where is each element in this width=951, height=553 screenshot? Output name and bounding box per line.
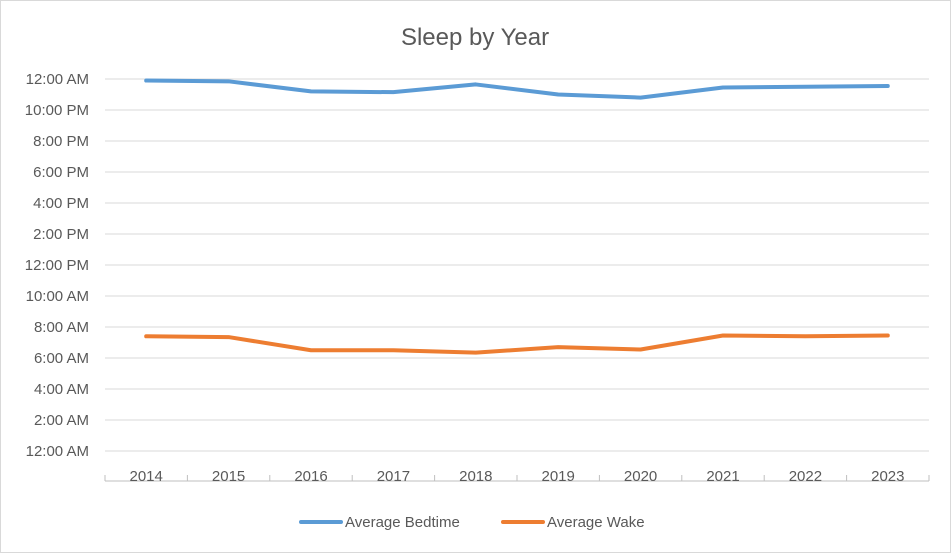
y-tick-label: 12:00 AM	[26, 443, 89, 460]
x-tick-labels: 2014 2015 2016 2017 2018 2019 2020 2021 2022 2023	[130, 468, 905, 485]
y-tick-label: 6:00 PM	[33, 164, 89, 181]
chart-title: Sleep by Year	[401, 24, 549, 51]
series-line-average-bedtime	[144, 78, 890, 100]
y-tick-label: 10:00 PM	[25, 102, 89, 119]
grid-layer	[104, 78, 930, 482]
x-tick-label: 2018	[459, 468, 492, 485]
y-tick-label: 6:00 AM	[34, 350, 89, 367]
x-tick-label: 2020	[624, 468, 657, 485]
x-tick-label: 2022	[789, 468, 822, 485]
y-tick-label: 2:00 AM	[34, 412, 89, 429]
y-tick-label: 12:00 AM	[26, 71, 89, 88]
x-tick-label: 2016	[294, 468, 327, 485]
x-tick-label: 2014	[130, 468, 163, 485]
y-tick-label: 8:00 AM	[34, 319, 89, 336]
series-line-average-wake	[144, 333, 890, 355]
x-tick-label: 2019	[542, 468, 575, 485]
x-tick-label: 2015	[212, 468, 245, 485]
x-tick-label: 2021	[706, 468, 739, 485]
y-tick-label: 8:00 PM	[33, 133, 89, 150]
legend-label: Average Wake	[547, 514, 645, 531]
y-tick-label: 2:00 PM	[33, 226, 89, 243]
y-tick-label: 4:00 AM	[34, 381, 89, 398]
legend-label: Average Bedtime	[345, 514, 460, 531]
legend: Average Bedtime Average Wake	[299, 514, 645, 531]
y-tick-label: 4:00 PM	[33, 195, 89, 212]
series-layer	[144, 78, 890, 355]
y-tick-label: 10:00 AM	[26, 288, 89, 305]
x-tick-label: 2017	[377, 468, 410, 485]
y-tick-labels: 12:00 AM 2:00 AM 4:00 AM 6:00 AM 8:00 AM 10:0…	[25, 71, 89, 460]
y-tick-label: 12:00 PM	[25, 257, 89, 274]
x-tick-label: 2023	[871, 468, 904, 485]
